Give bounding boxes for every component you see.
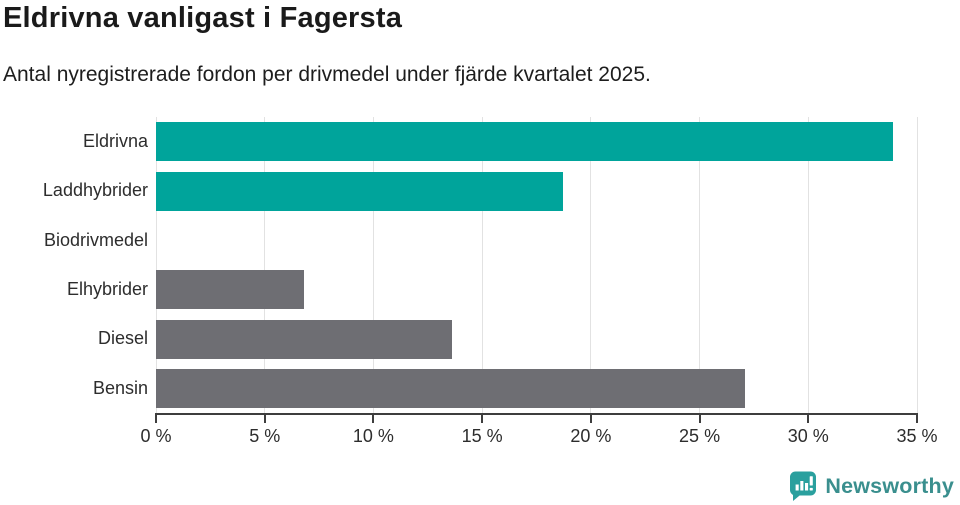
x-axis-line: [155, 413, 918, 415]
axis-tick: [263, 415, 266, 423]
category-label-diesel: Diesel: [97, 328, 148, 349]
newsworthy-wordmark: Newsworthy: [825, 473, 954, 498]
plot-area: 0 % 5 % 10 % 15 % 20 % 25 % 30 % 35 %: [140, 117, 938, 446]
axis-tick-label: 30 %: [787, 426, 829, 446]
gridline: [155, 117, 157, 413]
category-label-bensin: Bensin: [92, 377, 148, 398]
axis-tick: [481, 415, 484, 423]
bar-laddhybrider: [156, 171, 563, 211]
axis-tick-label: 25 %: [679, 426, 721, 446]
axis-tick: [372, 415, 375, 423]
gridline: [264, 117, 266, 413]
bar-eldrivna: [156, 122, 894, 162]
axis-tick-label: 0 %: [140, 426, 172, 446]
axis-tick: [155, 415, 157, 423]
axis-tick-label: 20 %: [570, 426, 612, 446]
category-label-laddhybrider: Laddhybrider: [42, 180, 148, 201]
category-label-elhybrider: Elhybrider: [66, 279, 148, 300]
gridline: [699, 117, 701, 413]
category-label-biodrivmedel: Biodrivmedel: [43, 229, 148, 250]
gridline: [481, 117, 483, 413]
axis-tick: [916, 415, 918, 423]
axis-tick-label: 10 %: [352, 426, 394, 446]
gridline: [590, 117, 592, 413]
newsworthy-logo: Newsworthy: [788, 470, 954, 502]
axis-tick-label: 5 %: [249, 426, 281, 446]
gridline: [372, 117, 374, 413]
chart-title: Eldrivna vanligast i Fagersta: [3, 2, 403, 34]
gridline: [807, 117, 809, 413]
bar-bensin: [156, 368, 746, 408]
chart-subtitle: Antal nyregistrerade fordon per drivmede…: [3, 63, 651, 86]
category-label-eldrivna: Eldrivna: [82, 131, 148, 152]
bar-elhybrider: [156, 270, 304, 310]
axis-tick: [698, 415, 701, 423]
newsworthy-bubble-icon: [790, 471, 817, 501]
gridline: [916, 117, 918, 413]
axis-tick-label: 15 %: [461, 426, 503, 446]
axis-tick-label: 35 %: [896, 426, 938, 446]
bar-diesel: [156, 319, 452, 359]
axis-tick: [589, 415, 592, 423]
axis-tick: [807, 415, 810, 423]
